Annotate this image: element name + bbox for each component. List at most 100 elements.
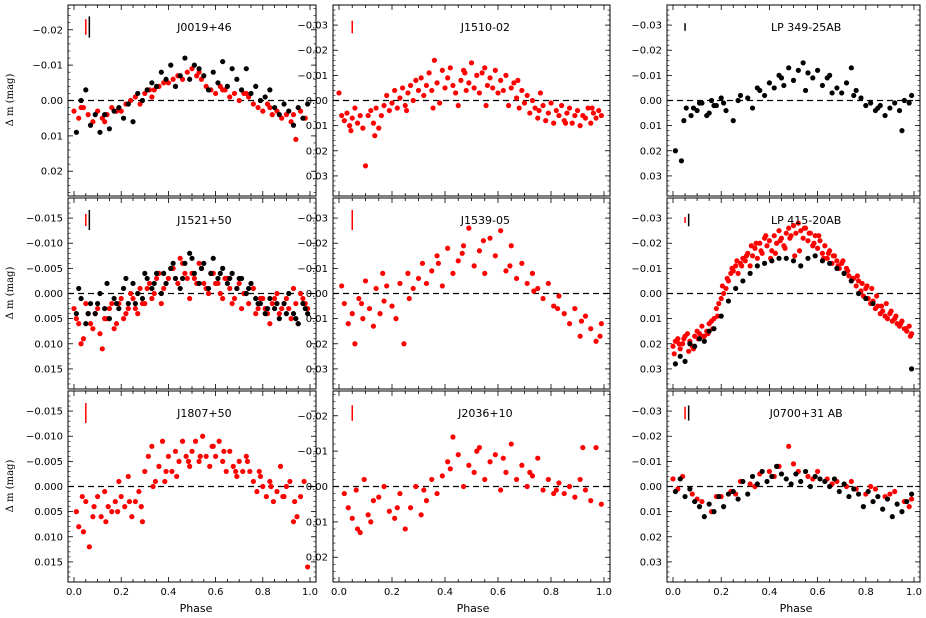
data-point xyxy=(154,275,160,282)
x-tick-label: 0.6 xyxy=(208,587,224,598)
data-point xyxy=(229,300,235,307)
data-point xyxy=(200,433,206,439)
data-point xyxy=(210,255,216,261)
data-point xyxy=(683,105,689,111)
data-point xyxy=(262,94,268,100)
data-point xyxy=(215,280,221,287)
data-point xyxy=(503,469,509,475)
y-tick-label: 0.02 xyxy=(640,339,662,350)
data-point xyxy=(198,265,205,271)
data-point xyxy=(73,129,79,135)
data-point xyxy=(78,341,84,347)
data-point xyxy=(882,112,888,119)
data-point xyxy=(783,476,789,482)
data-point xyxy=(305,101,311,107)
data-point xyxy=(87,321,94,327)
data-point xyxy=(135,311,141,317)
data-point xyxy=(519,87,525,94)
data-point xyxy=(144,275,150,282)
data-point xyxy=(142,270,148,276)
x-tick-label: 0.0 xyxy=(66,587,82,598)
data-point xyxy=(203,453,209,459)
data-point xyxy=(848,65,854,71)
x-tick-label: 0.2 xyxy=(384,587,400,598)
data-point xyxy=(689,491,695,497)
data-point xyxy=(460,243,467,249)
data-point xyxy=(740,278,746,284)
data-point xyxy=(161,285,167,292)
data-point xyxy=(410,97,416,104)
data-point xyxy=(118,493,124,500)
data-point xyxy=(540,102,546,109)
data-point xyxy=(884,496,891,502)
data-point xyxy=(109,509,115,515)
data-point xyxy=(368,519,374,525)
data-point xyxy=(540,487,546,493)
data-point xyxy=(207,463,213,469)
data-point xyxy=(688,112,694,119)
data-point xyxy=(745,95,751,101)
data-point xyxy=(176,458,182,464)
data-point xyxy=(336,90,342,96)
data-point xyxy=(782,245,788,251)
data-point xyxy=(545,476,551,483)
data-point xyxy=(875,493,881,500)
data-point xyxy=(507,263,513,269)
data-point xyxy=(352,341,358,347)
y-tick-label: 0.01 xyxy=(640,314,662,325)
data-point xyxy=(769,473,775,480)
y-tick-label: −0.01 xyxy=(32,61,63,72)
y-tick-label: 0.02 xyxy=(640,532,662,543)
y-tick-label: 0.005 xyxy=(34,507,63,518)
y-tick-label: −0.02 xyxy=(631,432,662,443)
data-point xyxy=(429,476,435,483)
data-point xyxy=(807,483,813,490)
data-point xyxy=(286,290,292,297)
data-point xyxy=(675,336,681,342)
data-point xyxy=(430,105,436,111)
data-point xyxy=(692,498,698,505)
panel-title: J2036+10 xyxy=(457,407,512,420)
data-point xyxy=(819,258,826,264)
data-point xyxy=(500,87,506,94)
data-point xyxy=(513,275,520,282)
data-point xyxy=(260,483,266,490)
y-tick-label: −0.01 xyxy=(631,71,662,82)
data-point xyxy=(349,311,355,317)
data-point xyxy=(834,258,840,264)
data-point xyxy=(423,280,430,287)
data-point xyxy=(455,258,461,264)
data-point xyxy=(354,526,361,532)
series-red xyxy=(336,57,604,169)
data-point xyxy=(196,280,202,287)
data-point xyxy=(165,275,171,282)
data-point xyxy=(187,463,193,469)
data-point xyxy=(701,338,707,344)
data-point xyxy=(394,105,400,111)
data-point xyxy=(297,290,304,297)
data-point xyxy=(810,75,816,81)
y-tick-label: 0.02 xyxy=(306,339,328,350)
data-point xyxy=(344,110,350,116)
data-point xyxy=(229,270,235,276)
panel-j1510-02: −0.03 −0.02 −0.01 0.00 0.01 0.02 0.03 J1510-02 xyxy=(297,4,611,197)
data-point xyxy=(397,490,403,497)
data-point xyxy=(236,458,242,464)
data-point xyxy=(503,268,509,274)
data-point xyxy=(305,564,311,570)
y-tick-label: 0.01 xyxy=(640,507,662,518)
data-point xyxy=(696,100,703,106)
data-point xyxy=(244,458,251,464)
x-tick-label: 1.0 xyxy=(596,587,612,598)
data-point xyxy=(824,255,830,261)
data-point xyxy=(831,476,838,482)
data-point xyxy=(415,87,422,94)
data-point xyxy=(812,253,818,259)
data-point xyxy=(721,100,727,106)
xlabel-col1: Phase xyxy=(180,602,213,615)
data-point xyxy=(418,512,424,518)
data-point xyxy=(771,85,777,91)
series-red xyxy=(73,433,311,570)
data-point xyxy=(598,321,604,327)
data-point xyxy=(772,250,779,256)
